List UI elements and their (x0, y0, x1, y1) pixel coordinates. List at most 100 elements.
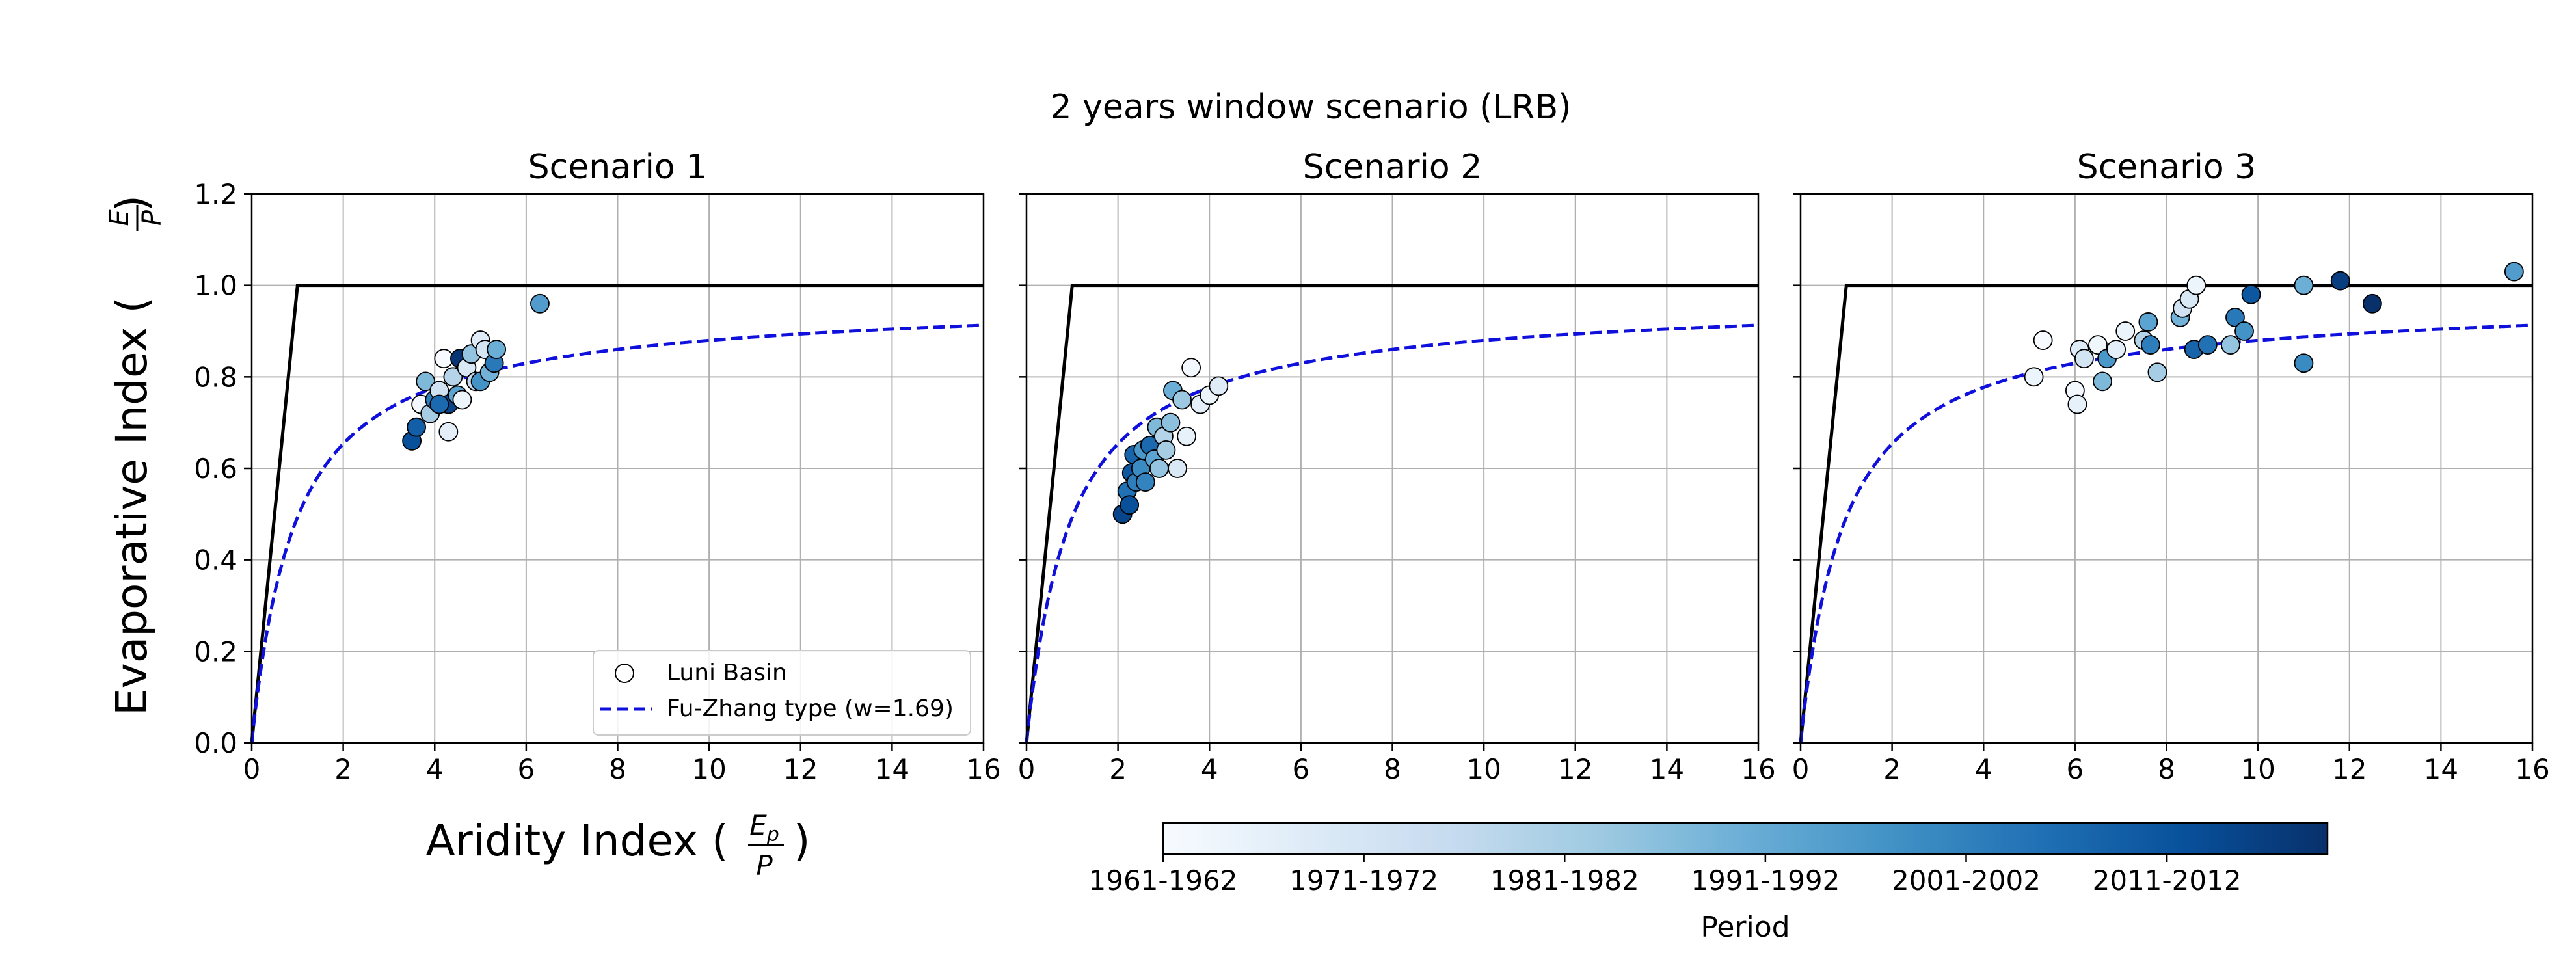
data-point (1135, 472, 1155, 492)
x-tick-label: 16 (2515, 753, 2549, 785)
x-tick-label: 0 (1018, 753, 1036, 785)
data-point (2147, 362, 2167, 382)
x-tick-label: 0 (1792, 753, 1810, 785)
x-axis-label-numerator: Ep (749, 809, 779, 846)
x-tick-label: 10 (691, 753, 726, 785)
x-tick-label: 8 (609, 753, 626, 785)
data-point (1177, 426, 1196, 446)
panel-2: 0 2 4 6 8 10 12 14 16 Scenario 2 (1018, 148, 1776, 785)
panel-title: Scenario 2 (1303, 148, 1483, 187)
data-point (1161, 412, 1181, 433)
energy-water-limit-line (250, 284, 984, 744)
panel-title: Scenario 1 (528, 148, 708, 187)
data-point (2225, 307, 2245, 327)
x-axis-ticks: 0 2 4 6 8 10 12 14 16 (243, 743, 1001, 785)
x-tick-label: 8 (1384, 753, 1401, 785)
data-point (1149, 459, 1169, 478)
x-tick-label: 14 (875, 753, 909, 785)
x-tick-label: 16 (966, 753, 1000, 785)
x-axis-label: Aridity Index () Ep P (426, 809, 811, 881)
y-axis-label-text: Evaporative Index ( (107, 297, 157, 716)
data-point (2074, 349, 2094, 369)
data-point (2197, 335, 2218, 355)
data-point (2033, 330, 2053, 350)
panel-1: 0 2 4 6 8 10 12 14 16 0.0 0.2 0.4 0.6 0.8 1.0 1.2 Scenar… (194, 148, 1001, 785)
data-point (530, 293, 550, 314)
x-tick-label: 6 (2067, 753, 2084, 785)
data-point (2234, 321, 2254, 341)
data-point (1172, 390, 1192, 410)
colorbar-tick-label: 1961-1962 (1089, 865, 1238, 896)
data-point (1120, 495, 1140, 515)
data-point (438, 422, 459, 442)
data-point (407, 417, 427, 437)
data-point (429, 394, 449, 414)
x-tick-label: 10 (1466, 753, 1501, 785)
data-point (2106, 340, 2127, 360)
fu-zhang-curve (250, 323, 984, 744)
data-point (2294, 275, 2314, 295)
data-point (2363, 293, 2382, 314)
colorbar-tick-label: 2011-2012 (2093, 865, 2242, 896)
x-tick-label: 4 (1201, 753, 1218, 785)
data-point (2088, 335, 2108, 355)
colorbar-tick-label: 2001-2002 (1892, 865, 2041, 896)
y-axis-ticks (1793, 193, 1801, 744)
legend-marker-luni-basin (615, 664, 634, 683)
x-tick-label: 12 (2332, 753, 2367, 785)
x-tick-label: 12 (783, 753, 818, 785)
data-point (2093, 371, 2112, 392)
colorbar-tick-label: 1991-1992 (1691, 865, 1840, 896)
data-points (402, 293, 550, 451)
x-axis-label-text: Aridity Index ( (426, 816, 729, 866)
colorbar-label: Period (1700, 911, 1790, 944)
data-points (1112, 358, 1229, 524)
data-point (2024, 367, 2044, 387)
gridlines (1800, 193, 2533, 744)
y-axis-ticks (1019, 193, 1026, 744)
panel-3: 0 2 4 6 8 10 12 14 16 Scenario 3 (1792, 148, 2550, 785)
x-tick-label: 4 (1975, 753, 1992, 785)
x-axis-label-denominator: P (756, 850, 773, 881)
colorbar-tick-label: 1971-1972 (1289, 865, 1438, 896)
data-point (1156, 440, 1176, 460)
x-tick-label: 2 (1883, 753, 1901, 785)
x-tick-label: 8 (2158, 753, 2175, 785)
data-point (2186, 275, 2207, 295)
y-tick-label: 0.4 (194, 544, 237, 576)
data-point (2067, 394, 2087, 414)
x-axis-ticks: 0 2 4 6 8 10 12 14 16 (1792, 743, 2550, 785)
data-point (2138, 312, 2158, 332)
panel-title: Scenario 3 (2077, 148, 2257, 187)
x-tick-label: 2 (334, 753, 352, 785)
x-axis-label-close: ) (794, 816, 811, 866)
data-point (1181, 358, 1201, 378)
legend-label-luni-basin: Luni Basin (667, 660, 787, 686)
x-tick-label: 14 (2424, 753, 2458, 785)
colorbar: 1961-1962 1971-1972 1981-1982 1991-1992 2001… (1089, 822, 2329, 944)
data-point (452, 390, 472, 410)
data-points (2024, 262, 2524, 414)
x-tick-label: 2 (1109, 753, 1127, 785)
legend-label-fu-zhang: Fu-Zhang type (w=1.69) (667, 695, 954, 722)
svg-text:Evaporative Index (): Evaporative Index () (107, 195, 157, 716)
x-axis-ticks: 0 2 4 6 8 10 12 14 16 (1018, 743, 1776, 785)
y-tick-label: 1.2 (194, 178, 237, 210)
energy-water-limit-line (1025, 284, 1758, 744)
y-axis-label-numerator: E (105, 209, 135, 226)
y-axis-label-denominator: P (137, 209, 167, 226)
fu-zhang-curve (1025, 323, 1759, 744)
svg-text:Aridity Index (): Aridity Index () (426, 816, 811, 866)
x-tick-label: 12 (1558, 753, 1592, 785)
x-tick-label: 6 (1293, 753, 1310, 785)
y-tick-label: 1.0 (194, 270, 237, 302)
x-tick-label: 10 (2240, 753, 2275, 785)
data-point (1168, 459, 1187, 478)
y-axis-label: Evaporative Index () E P (105, 195, 167, 716)
data-point (416, 371, 436, 392)
fu-zhang-curve (1799, 323, 2533, 744)
y-tick-label: 0.2 (194, 636, 237, 667)
data-point (2140, 335, 2160, 355)
data-point (2221, 335, 2240, 355)
